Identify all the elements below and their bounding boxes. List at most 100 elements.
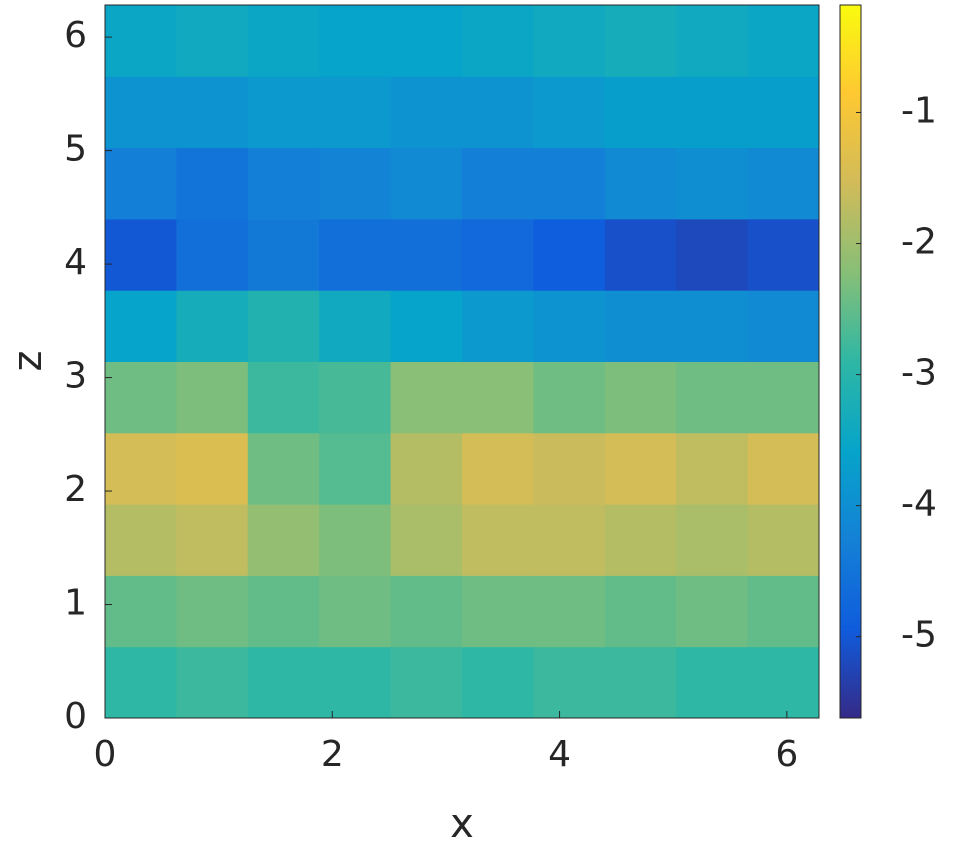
- heatmap-cell: [319, 432, 392, 505]
- heatmap-cell: [247, 646, 320, 719]
- heatmap-cell: [676, 504, 749, 576]
- heatmap-cell: [604, 504, 677, 576]
- heatmap-cell: [747, 76, 820, 149]
- heatmap-cell: [105, 5, 177, 77]
- heatmap-cell: [105, 432, 177, 505]
- heatmap-cell: [105, 76, 177, 149]
- heatmap-cell: [247, 361, 320, 434]
- heatmap-cell: [604, 5, 677, 77]
- heatmap-cell: [604, 147, 677, 220]
- heatmap-cell: [247, 290, 320, 362]
- y-tick-label: 2: [64, 469, 87, 510]
- heatmap-cell: [462, 361, 534, 434]
- heatmap: [105, 5, 820, 719]
- heatmap-cell: [462, 5, 534, 77]
- heatmap-cell: [176, 5, 249, 77]
- heatmap-cell: [676, 76, 749, 149]
- heatmap-cell: [390, 5, 463, 77]
- heatmap-cell: [462, 646, 534, 719]
- heatmap-cell: [247, 432, 320, 505]
- y-tick-label: 5: [64, 129, 87, 170]
- heatmap-cell: [533, 504, 606, 576]
- heatmap-cell: [105, 575, 177, 648]
- colorbar-tick-label: -1: [901, 90, 937, 131]
- heatmap-cell: [604, 432, 677, 505]
- heatmap-cell: [533, 646, 606, 719]
- y-tick-label: 6: [64, 15, 87, 56]
- x-tick-label: 2: [321, 734, 344, 775]
- colorbar: [839, 4, 862, 719]
- heatmap-cell: [390, 575, 463, 648]
- heatmap-cell: [533, 432, 606, 505]
- y-axis-label: z: [5, 351, 51, 372]
- heatmap-cell: [390, 361, 463, 434]
- heatmap-cell: [319, 646, 392, 719]
- heatmap-cell: [462, 575, 534, 648]
- x-tick-label: 6: [775, 734, 798, 775]
- heatmap-cell: [604, 76, 677, 149]
- heatmap-cell: [105, 218, 177, 291]
- heatmap-cell: [176, 147, 249, 220]
- heatmap-cell: [319, 361, 392, 434]
- heatmap-cell: [247, 5, 320, 77]
- heatmap-cell: [533, 290, 606, 362]
- x-tick-label: 0: [94, 734, 117, 775]
- heatmap-cell: [390, 646, 463, 719]
- heatmap-cell: [390, 290, 463, 362]
- heatmap-cell: [390, 76, 463, 149]
- heatmap-cell: [390, 504, 463, 576]
- heatmap-cell: [533, 76, 606, 149]
- y-tick-label: 4: [64, 242, 87, 283]
- heatmap-cell: [105, 147, 177, 220]
- heatmap-cell: [462, 218, 534, 291]
- colorbar-tick-label: -4: [901, 484, 937, 525]
- heatmap-cell: [533, 5, 606, 77]
- heatmap-cell: [247, 575, 320, 648]
- heatmap-cell: [319, 76, 392, 149]
- heatmap-cell: [604, 290, 677, 362]
- heatmap-cell: [604, 575, 677, 648]
- heatmap-cell: [319, 290, 392, 362]
- heatmap-cell: [747, 646, 820, 719]
- heatmap-cell: [319, 218, 392, 291]
- heatmap-cell: [676, 575, 749, 648]
- x-tick-label: 4: [548, 734, 571, 775]
- heatmap-cell: [462, 290, 534, 362]
- heatmap-cell: [176, 432, 249, 505]
- heatmap-cell: [462, 504, 534, 576]
- heatmap-cell: [747, 147, 820, 220]
- heatmap-cell: [462, 147, 534, 220]
- heatmap-cell: [533, 361, 606, 434]
- heatmap-cell: [747, 432, 820, 505]
- heatmap-cell: [319, 504, 392, 576]
- heatmap-cell: [462, 76, 534, 149]
- heatmap-cell: [676, 218, 749, 291]
- heatmap-cell: [533, 575, 606, 648]
- heatmap-cell: [319, 5, 392, 77]
- heatmap-cell: [247, 147, 320, 220]
- heatmap-cell: [319, 147, 392, 220]
- heatmap-cell: [533, 218, 606, 291]
- heatmap-cell: [390, 218, 463, 291]
- heatmap-cell: [747, 361, 820, 434]
- heatmap-cell: [176, 646, 249, 719]
- y-tick-label: 0: [64, 696, 87, 737]
- heatmap-cell: [247, 76, 320, 149]
- heatmap-cell: [105, 290, 177, 362]
- heatmap-cell: [533, 147, 606, 220]
- heatmap-cell: [390, 147, 463, 220]
- heatmap-cell: [176, 575, 249, 648]
- heatmap-cell: [676, 290, 749, 362]
- heatmap-cell: [176, 361, 249, 434]
- heatmap-cell: [676, 646, 749, 719]
- heatmap-cell: [390, 432, 463, 505]
- heatmap-cell: [176, 76, 249, 149]
- plot-frame: [104, 4, 820, 719]
- y-tick-label: 1: [64, 583, 87, 624]
- heatmap-cell: [176, 504, 249, 576]
- heatmap-cell: [105, 504, 177, 576]
- heatmap-cell: [604, 361, 677, 434]
- heatmap-cell: [747, 218, 820, 291]
- heatmap-cell: [604, 646, 677, 719]
